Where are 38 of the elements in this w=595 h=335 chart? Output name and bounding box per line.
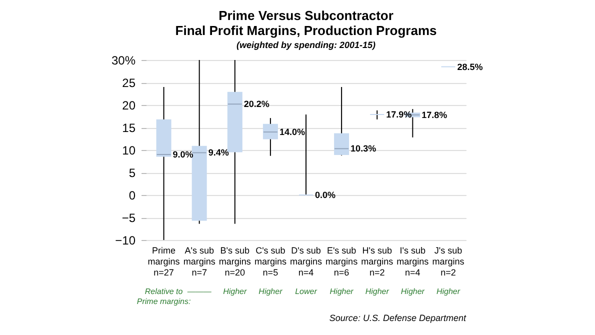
y-tick-label: 30% bbox=[111, 54, 136, 68]
x-tick-label: D's sub margins n=4 bbox=[290, 246, 322, 278]
y-tick-label: 20 bbox=[122, 98, 136, 112]
text: 9.4% bbox=[208, 148, 229, 158]
x-tick-label: H's sub margins n=2 bbox=[361, 246, 394, 278]
text: Higher bbox=[330, 287, 354, 296]
source-note: Source: U.S. Defense Department bbox=[329, 313, 466, 323]
y-tick-label: 15 bbox=[122, 121, 136, 135]
text: Prime Versus Subcontractor bbox=[218, 8, 394, 23]
y-tick-label: −5 bbox=[122, 211, 136, 225]
text: 10.3% bbox=[350, 144, 376, 154]
text: 0.0% bbox=[315, 190, 336, 200]
x-tick-label: I's sub margins n=4 bbox=[396, 246, 430, 278]
text: 28.5% bbox=[457, 62, 483, 72]
text: 17.9% bbox=[386, 109, 412, 120]
text: Higher bbox=[400, 287, 425, 296]
x-tick-label: Prime margins n=27 bbox=[148, 246, 180, 278]
y-tick-label: 25 bbox=[122, 76, 136, 90]
y-tick-label: 0 bbox=[128, 188, 136, 202]
text: 9.0% bbox=[172, 150, 194, 160]
text: Higher bbox=[223, 287, 247, 296]
text: Final Profit Margins, Production Programs bbox=[175, 23, 437, 38]
text: Lower bbox=[295, 287, 318, 296]
x-tick-label: C's sub margins n=5 bbox=[254, 246, 287, 278]
text: 20.2% bbox=[244, 99, 270, 110]
x-tick-label: A's sub margins n=7 bbox=[183, 246, 216, 278]
x-tick-label: E's sub margins n=6 bbox=[326, 246, 358, 278]
text: 17.8% bbox=[422, 110, 448, 120]
text: 14.0% bbox=[279, 127, 305, 137]
text: Higher bbox=[258, 287, 283, 296]
y-tick-label: −10 bbox=[115, 234, 136, 248]
text: Higher bbox=[436, 287, 460, 296]
chart-subtitle: (weighted by spending: 2001-15) bbox=[236, 40, 376, 50]
y-tick-label: 10 bbox=[122, 144, 136, 158]
y-tick-label: 5 bbox=[128, 166, 136, 180]
text: Higher bbox=[365, 287, 390, 296]
x-tick-label: B's sub margins n=20 bbox=[218, 246, 252, 278]
x-tick-label: J's sub margins n=2 bbox=[432, 246, 465, 278]
